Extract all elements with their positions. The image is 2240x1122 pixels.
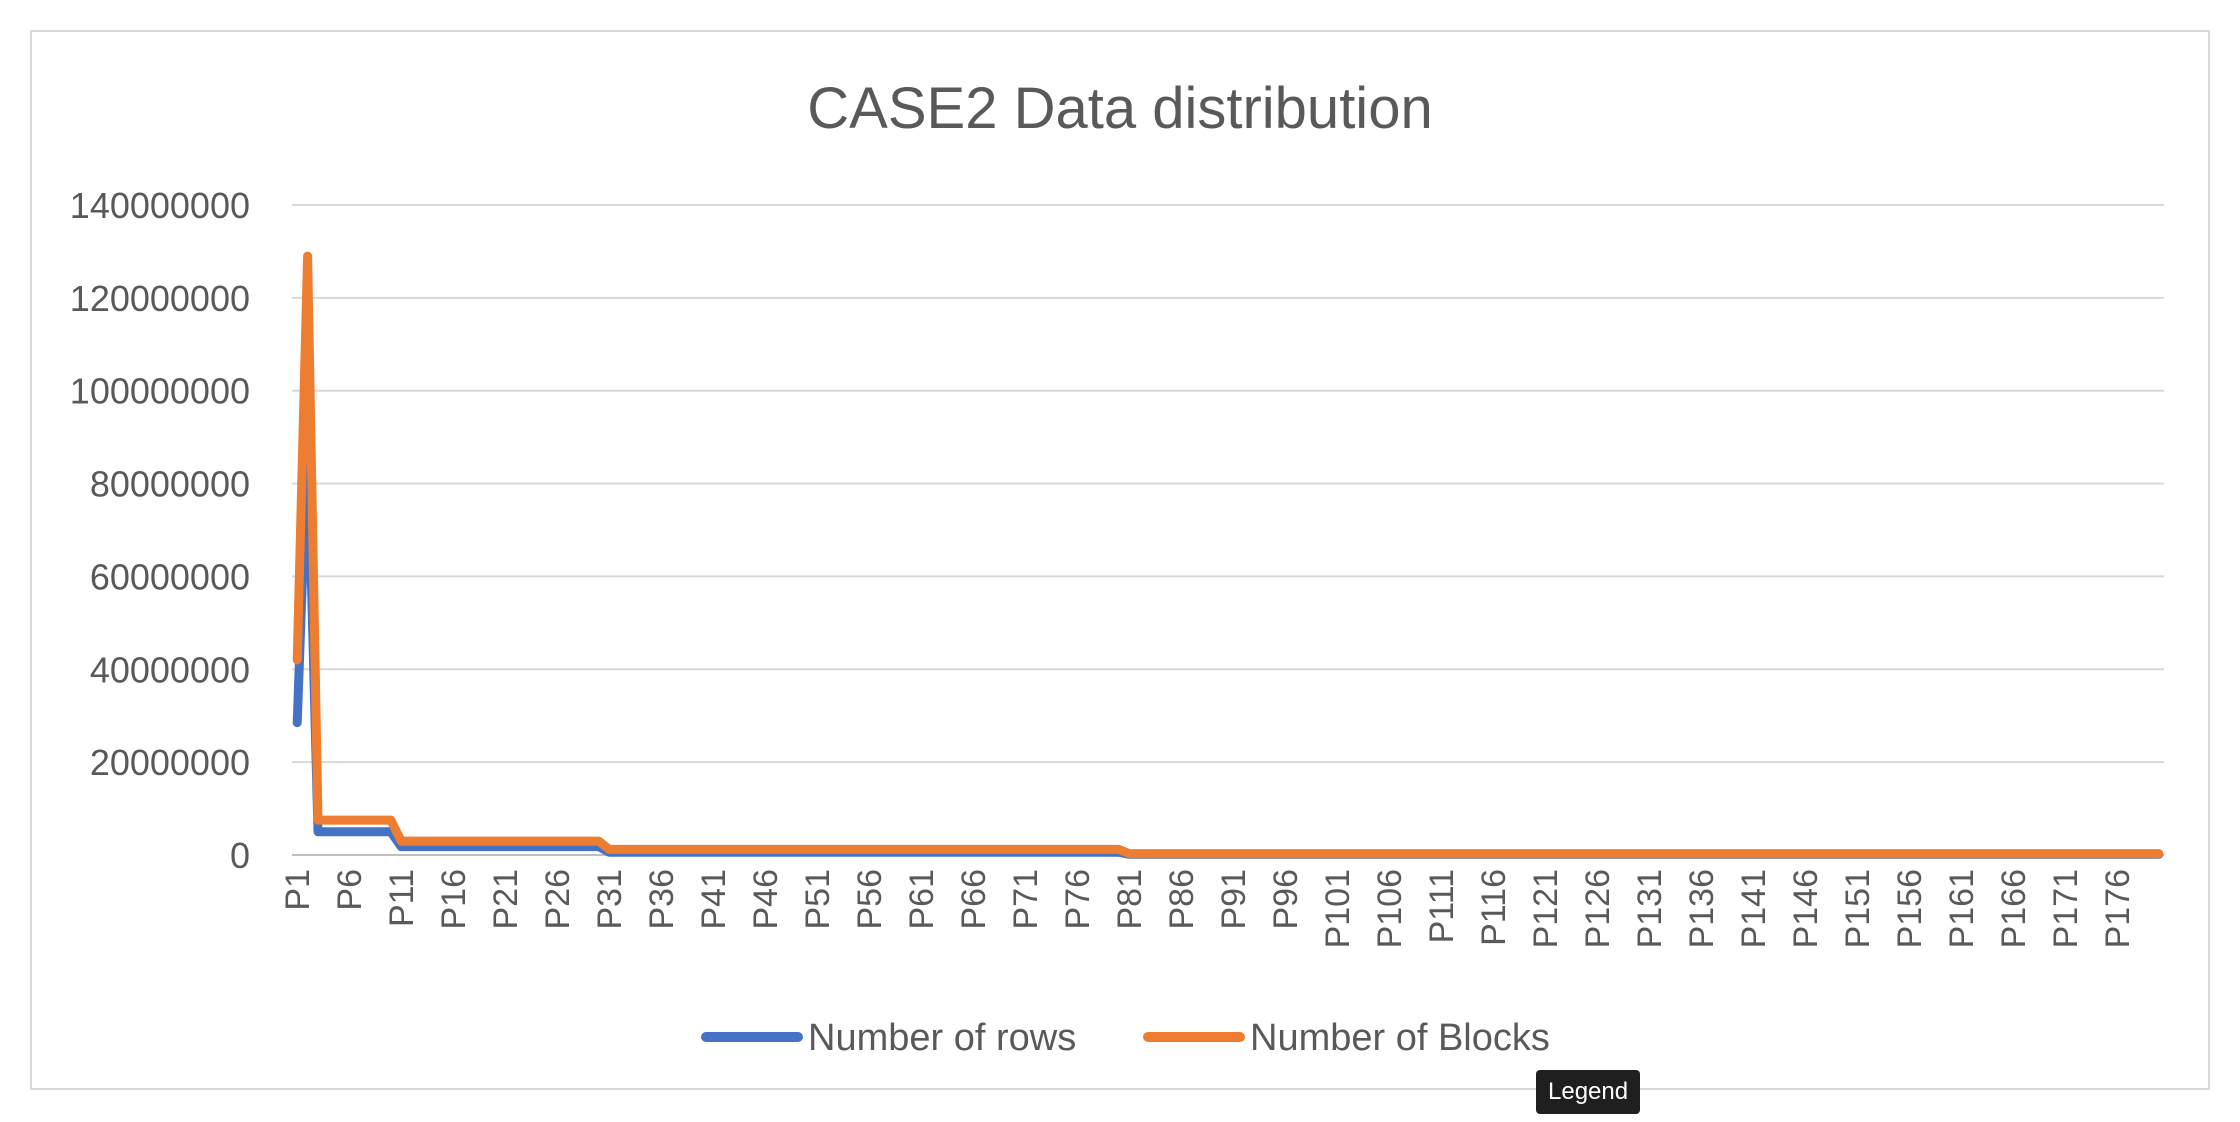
- series-lines: [292, 251, 2164, 859]
- x-tick-label: P71: [1007, 869, 1045, 930]
- gridlines: [292, 204, 2164, 856]
- x-tick-label: P41: [695, 869, 733, 930]
- y-axis-ticks: 0 20000000 40000000 60000000 80000000 1000000…: [70, 185, 250, 876]
- y-tick-label: 0: [230, 835, 250, 876]
- x-tick-label: P86: [1163, 869, 1201, 930]
- legend-label-number-of-blocks[interactable]: Number of Blocks: [1250, 1017, 1550, 1059]
- x-tick-label: P11: [383, 869, 421, 927]
- x-tick-label: P56: [851, 869, 889, 930]
- chart-title: CASE2 Data distribution: [807, 76, 1432, 141]
- y-tick-label: 140000000: [70, 185, 250, 226]
- legend-tooltip: Legend: [1536, 1070, 1641, 1114]
- x-tick-label: P151: [1839, 869, 1877, 948]
- x-tick-label: P131: [1631, 869, 1669, 948]
- series-line-number-of-blocks[interactable]: [292, 251, 2164, 859]
- x-tick-label: P61: [903, 869, 941, 930]
- x-tick-label: P26: [539, 869, 577, 930]
- x-tick-label: P116: [1475, 869, 1513, 946]
- y-tick-label: 60000000: [90, 556, 250, 597]
- x-tick-label: P111: [1423, 869, 1461, 943]
- x-tick-label: P166: [1995, 869, 2033, 948]
- y-tick-label: 120000000: [70, 278, 250, 319]
- y-tick-label: 40000000: [90, 649, 250, 690]
- x-tick-label: P126: [1579, 869, 1617, 948]
- legend[interactable]: Number of rows Number of Blocks: [701, 1017, 1550, 1059]
- x-tick-label: P6: [331, 869, 369, 911]
- x-tick-label: P101: [1319, 869, 1357, 948]
- x-tick-label: P66: [955, 869, 993, 930]
- x-tick-label: P171: [2047, 869, 2085, 948]
- x-tick-label: P16: [435, 869, 473, 930]
- x-tick-label: P106: [1371, 869, 1409, 948]
- x-tick-label: P21: [487, 869, 525, 930]
- x-tick-label: P31: [591, 869, 629, 930]
- x-tick-label: P46: [747, 869, 785, 930]
- chart-area[interactable]: [30, 30, 2210, 1090]
- x-tick-label: P1: [279, 869, 317, 911]
- x-tick-label: P36: [643, 869, 681, 930]
- x-tick-label: P136: [1683, 869, 1721, 948]
- legend-label-number-of-rows[interactable]: Number of rows: [808, 1017, 1076, 1059]
- series-line-number-of-rows[interactable]: [292, 432, 2164, 859]
- x-axis-ticks: P1 P6 P11 P16 P21 P26 P31 P36 P41 P46 P51 P56 P61 P66…: [279, 869, 2137, 948]
- y-tick-label: 80000000: [90, 464, 250, 505]
- x-tick-label: P176: [2099, 869, 2137, 948]
- x-tick-label: P51: [799, 869, 837, 930]
- x-tick-label: P146: [1787, 869, 1825, 948]
- x-tick-label: P81: [1111, 869, 1149, 930]
- x-tick-label: P121: [1527, 869, 1565, 948]
- x-tick-label: P76: [1059, 869, 1097, 930]
- x-tick-label: P96: [1267, 869, 1305, 930]
- y-tick-label: 100000000: [70, 371, 250, 412]
- x-tick-label: P141: [1735, 869, 1773, 948]
- x-tick-label: P156: [1891, 869, 1929, 948]
- x-tick-label: P91: [1215, 869, 1253, 930]
- y-tick-label: 20000000: [90, 742, 250, 783]
- x-tick-label: P161: [1943, 869, 1981, 948]
